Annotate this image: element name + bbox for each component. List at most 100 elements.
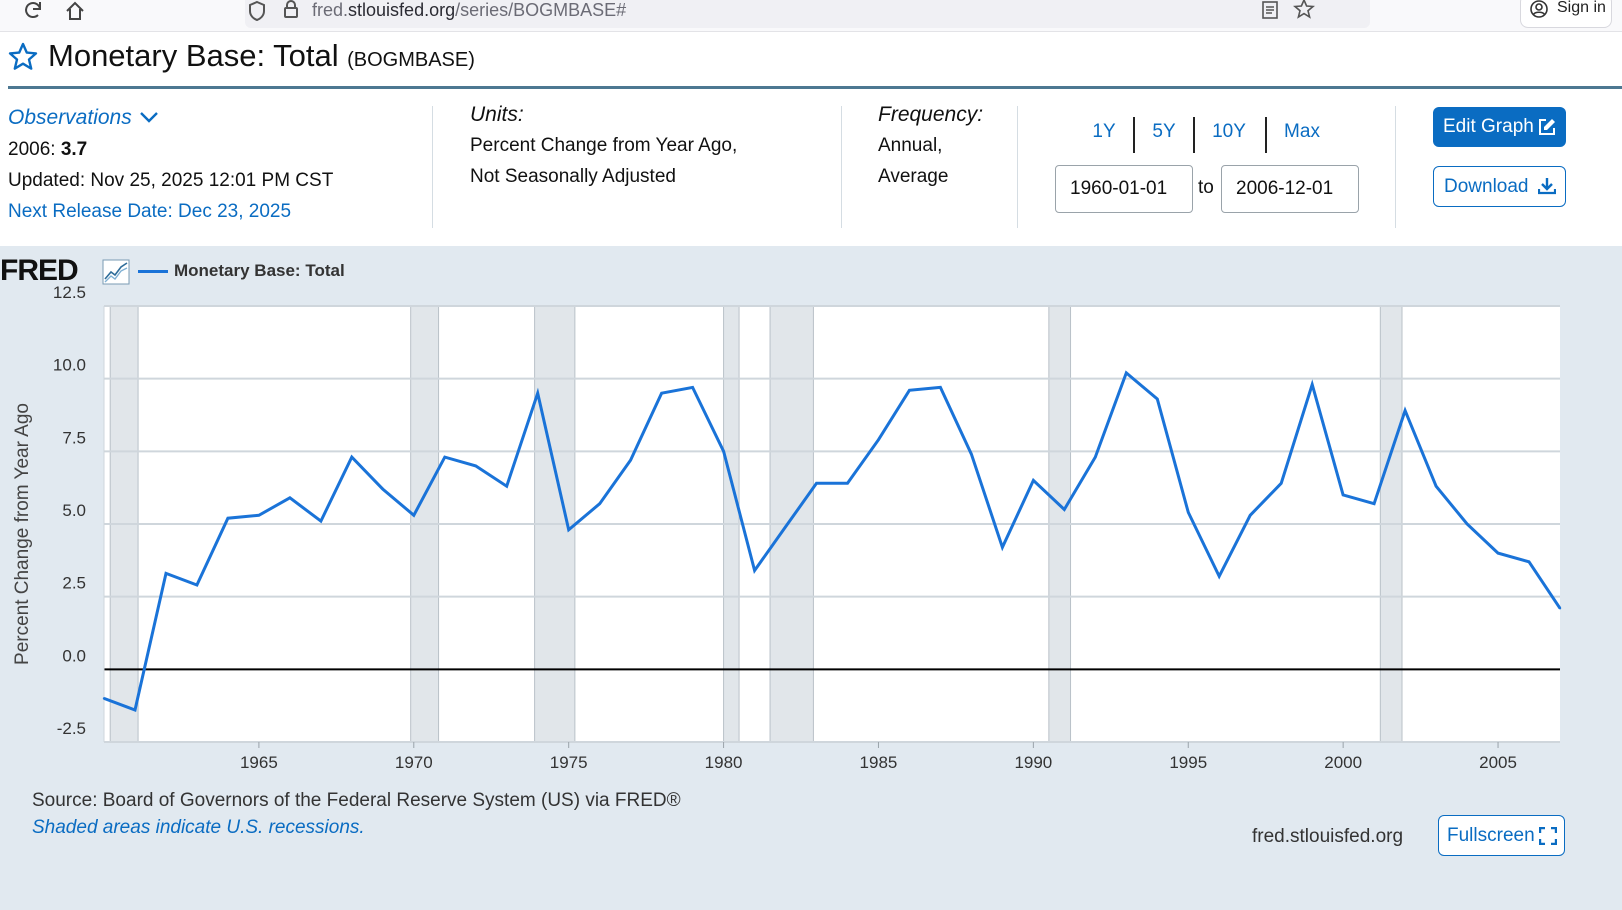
x-tick-label: 1970 xyxy=(395,753,433,772)
next-release-link[interactable]: Next Release Date: Dec 23, 2025 xyxy=(8,201,292,222)
data-point[interactable] xyxy=(877,438,880,441)
end-date-input[interactable] xyxy=(1221,165,1359,213)
observations-label[interactable]: Observations xyxy=(8,106,132,129)
units-panel: Units: Percent Change from Year Ago, Not… xyxy=(470,99,830,192)
data-point[interactable] xyxy=(412,514,415,517)
data-point[interactable] xyxy=(1372,502,1376,505)
shield-icon[interactable] xyxy=(247,0,267,22)
data-series[interactable] xyxy=(102,370,1562,713)
data-point[interactable] xyxy=(1310,383,1314,386)
data-point[interactable] xyxy=(1032,479,1035,482)
divider xyxy=(432,106,433,228)
data-point[interactable] xyxy=(1218,575,1221,578)
y-tick-label: -2.5 xyxy=(57,719,86,738)
data-point[interactable] xyxy=(319,519,323,523)
data-point[interactable] xyxy=(257,514,261,517)
data-point[interactable] xyxy=(1527,560,1531,563)
data-point[interactable] xyxy=(1063,508,1066,511)
data-point[interactable] xyxy=(1403,409,1407,412)
x-tick-label: 1995 xyxy=(1169,753,1207,772)
axis-ticks: 12.5 10.0 7.5 5.0 2.5 0.0 -2.5 1965 1970 1975 1980… xyxy=(53,283,1517,772)
data-point[interactable] xyxy=(598,502,601,505)
data-point[interactable] xyxy=(1001,546,1004,549)
data-point[interactable] xyxy=(195,583,199,587)
data-point[interactable] xyxy=(660,392,663,395)
data-point[interactable] xyxy=(567,528,570,532)
data-point[interactable] xyxy=(133,708,137,712)
frequency-label: Frequency: xyxy=(878,103,984,126)
trend-chart-icon[interactable] xyxy=(102,259,130,285)
data-point[interactable] xyxy=(288,496,292,500)
data-point[interactable] xyxy=(381,487,385,491)
series-line[interactable] xyxy=(103,370,1562,713)
data-point[interactable] xyxy=(226,516,230,520)
frequency-value-line1: Annual, xyxy=(878,135,943,156)
favorite-star-icon[interactable] xyxy=(8,42,38,72)
page-title: Monetary Base: Total (BOGMBASE) xyxy=(48,38,475,74)
recessions-note[interactable]: Shaded areas indicate U.S. recessions. xyxy=(32,817,365,838)
divider xyxy=(1017,106,1018,228)
y-tick-label: 10.0 xyxy=(53,356,86,375)
download-button[interactable]: Download xyxy=(1433,166,1566,207)
data-point[interactable] xyxy=(1465,522,1469,526)
data-point[interactable] xyxy=(505,485,508,488)
reader-view-icon[interactable] xyxy=(1261,0,1279,20)
data-point[interactable] xyxy=(1434,485,1438,488)
data-point[interactable] xyxy=(1156,397,1159,401)
divider xyxy=(841,106,842,228)
start-date-input[interactable] xyxy=(1055,165,1193,213)
home-icon[interactable] xyxy=(64,0,86,22)
data-point[interactable] xyxy=(908,389,911,392)
data-point[interactable] xyxy=(1496,551,1500,555)
data-point[interactable] xyxy=(1249,514,1252,517)
data-point[interactable] xyxy=(722,450,725,453)
x-tick-label: 1965 xyxy=(240,753,278,772)
data-point[interactable] xyxy=(536,392,539,395)
data-point[interactable] xyxy=(350,455,354,459)
observations-panel: Observations 2006: 3.7 Updated: Nov 25, … xyxy=(8,102,428,227)
series-code: (BOGMBASE) xyxy=(347,49,475,71)
data-point[interactable] xyxy=(1279,482,1283,485)
account-icon xyxy=(1530,0,1548,18)
range-max-button[interactable]: Max xyxy=(1284,121,1320,142)
data-point[interactable] xyxy=(939,386,942,389)
data-point[interactable] xyxy=(1094,455,1097,459)
frequency-panel: Frequency: Annual, Average xyxy=(878,99,1008,192)
data-point[interactable] xyxy=(691,386,694,389)
data-point[interactable] xyxy=(846,482,849,485)
data-point[interactable] xyxy=(474,464,477,468)
fullscreen-button[interactable]: Fullscreen xyxy=(1438,815,1565,856)
data-point[interactable] xyxy=(629,458,632,462)
lock-icon[interactable] xyxy=(281,0,301,20)
sign-in-button[interactable]: Sign in xyxy=(1520,0,1612,28)
units-value-line2: Not Seasonally Adjusted xyxy=(470,166,676,187)
data-point[interactable] xyxy=(815,482,818,485)
data-point[interactable] xyxy=(1187,511,1190,514)
y-tick-label: 0.0 xyxy=(62,646,86,665)
data-point[interactable] xyxy=(102,697,106,700)
bookmark-star-icon[interactable] xyxy=(1293,0,1315,20)
divider xyxy=(1395,106,1396,228)
x-tick-label: 2005 xyxy=(1479,753,1517,772)
data-point[interactable] xyxy=(164,572,168,575)
data-point[interactable] xyxy=(753,569,756,572)
url-text: fred.stlouisfed.org/series/BOGMBASE# xyxy=(312,0,627,20)
observations-toggle[interactable]: Observations xyxy=(8,102,428,134)
range-1y-button[interactable]: 1Y xyxy=(1092,121,1116,142)
x-tick-label: 1985 xyxy=(860,753,898,772)
units-value-line1: Percent Change from Year Ago, xyxy=(470,135,738,156)
range-5y-button[interactable]: 5Y xyxy=(1152,121,1176,142)
chevron-down-icon[interactable] xyxy=(139,110,159,124)
range-10y-button[interactable]: 10Y xyxy=(1212,121,1246,142)
data-point[interactable] xyxy=(1558,607,1562,610)
data-point[interactable] xyxy=(1341,493,1345,497)
data-point[interactable] xyxy=(784,525,787,529)
address-bar[interactable] xyxy=(245,0,1370,28)
data-point[interactable] xyxy=(443,455,446,459)
data-point[interactable] xyxy=(970,453,973,456)
line-chart[interactable]: 12.5 10.0 7.5 5.0 2.5 0.0 -2.5 1965 1970 1975 1980… xyxy=(0,282,1622,782)
edit-graph-button[interactable]: Edit Graph xyxy=(1433,107,1566,147)
data-point[interactable] xyxy=(1125,371,1128,375)
fullscreen-icon xyxy=(1539,827,1557,845)
reload-icon[interactable] xyxy=(22,0,44,22)
